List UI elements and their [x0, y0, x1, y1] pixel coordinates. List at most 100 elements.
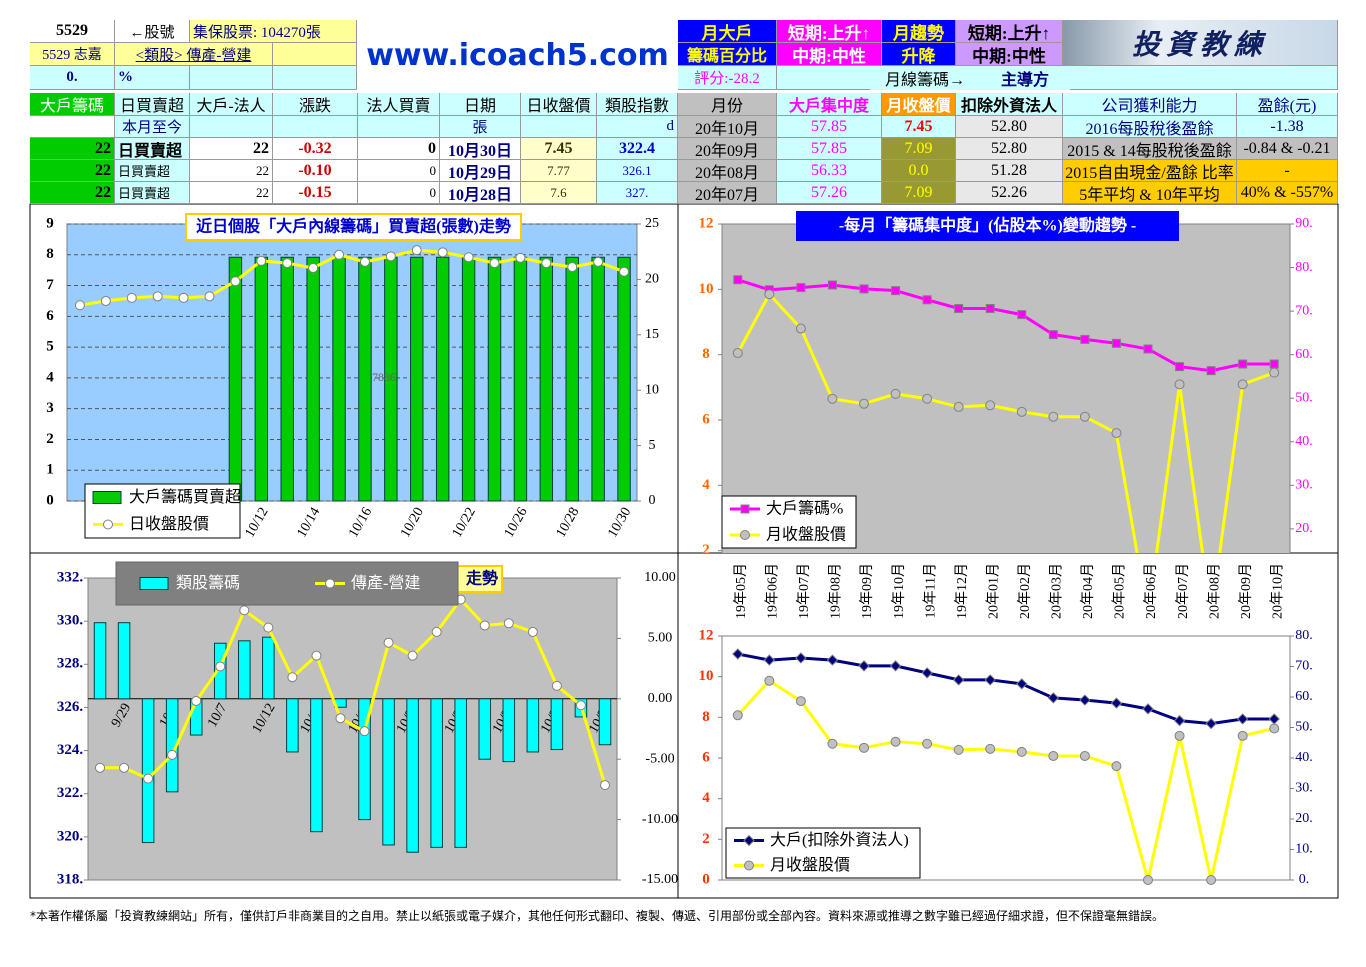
marker	[1017, 310, 1027, 320]
blank	[273, 116, 358, 138]
x-tick-label: 19年10月	[891, 563, 907, 619]
line	[79, 248, 625, 307]
y-tick-label: 4	[46, 369, 54, 385]
blank	[190, 116, 273, 138]
y-tick-label: 2	[46, 431, 54, 447]
bar	[117, 622, 131, 700]
marker	[859, 742, 869, 753]
marker	[921, 667, 933, 679]
monthly-cell: 57.26	[777, 182, 882, 204]
y2-tick-label: 40.	[1295, 434, 1313, 449]
monthly-cell: 0.0	[882, 160, 956, 182]
legend-box	[725, 827, 921, 879]
marker	[407, 650, 418, 661]
marker	[1079, 694, 1091, 706]
marker	[1080, 334, 1090, 344]
y-tick-label: 332.	[57, 569, 84, 585]
marker	[411, 245, 422, 256]
holder-title: 月大戶	[678, 20, 777, 43]
column-header: 大戶-法人	[190, 93, 273, 116]
y-tick-label: 8	[702, 346, 710, 362]
y-tick-label: 10	[699, 668, 714, 684]
chart-title: 近日個股「大戶內線籌碼」買賣超(張數)走勢	[196, 217, 511, 236]
y-tick-label: 5	[46, 339, 54, 355]
marker	[795, 323, 806, 334]
x-tick-label: 20年09月	[1238, 563, 1254, 619]
monthly-cell: -	[1237, 160, 1338, 182]
marker	[152, 291, 163, 302]
marker	[126, 292, 137, 303]
bar	[280, 256, 294, 502]
marker	[119, 762, 130, 773]
marker	[599, 780, 610, 791]
x-tick-label: 20年04月	[1080, 563, 1096, 619]
bar	[410, 256, 424, 502]
marker	[795, 696, 806, 707]
monthly-cell: 20年08月	[678, 160, 777, 182]
y2-tick-label: 25	[645, 216, 659, 231]
marker	[143, 773, 154, 784]
marker	[922, 738, 933, 749]
marker	[1016, 678, 1028, 690]
legend-label: 月收盤股價	[766, 526, 846, 544]
marker	[1111, 428, 1122, 439]
code-label: ←股號	[115, 20, 190, 43]
marker	[952, 674, 965, 686]
y2-tick-label: -15.00	[642, 872, 678, 887]
y2-tick-label: 80.	[1295, 260, 1313, 275]
daily-cell: 10月28日	[440, 182, 521, 204]
blank	[190, 66, 273, 90]
column-header: 大戶集中度	[777, 93, 882, 116]
bar	[93, 622, 107, 700]
y-tick-label: 330.	[57, 613, 84, 629]
marker	[1142, 703, 1154, 715]
marker	[1079, 411, 1090, 422]
daily-cell: 0	[358, 138, 440, 160]
y2-tick-label: 30.	[1295, 781, 1313, 796]
bar	[526, 698, 540, 753]
x-tick-label: 20年02月	[1017, 563, 1033, 619]
bar	[358, 256, 372, 502]
monthly-cell: 20年09月	[678, 138, 777, 160]
column-header: 日收盤價	[521, 93, 597, 116]
marker	[1016, 406, 1027, 417]
column-header: 盈餘(元)	[1237, 93, 1338, 116]
bar	[617, 256, 631, 502]
y2-tick-label: 70.	[1295, 659, 1313, 674]
monthly-cell: 5年平均 & 10年平均	[1063, 182, 1237, 204]
line	[736, 678, 1275, 881]
marker	[764, 675, 775, 686]
marker	[1238, 359, 1248, 369]
daily-cell: 322.4	[597, 138, 678, 160]
column-header: 大戶籌碼	[30, 93, 115, 116]
y2-tick-label: 50.	[1295, 720, 1313, 735]
y2-tick-label: -10.00	[642, 812, 678, 827]
marker	[437, 247, 448, 258]
marker	[1048, 411, 1059, 422]
legend-label: 大戶籌碼%	[766, 500, 843, 518]
daily-cell: -0.32	[273, 138, 358, 160]
marker	[1143, 875, 1153, 885]
trend-title: 升降	[882, 43, 956, 66]
marker	[1173, 714, 1186, 727]
bar	[238, 640, 251, 700]
x-tick-label: 20年06月	[1143, 563, 1159, 619]
legend-marker	[740, 530, 750, 540]
x-tick-label: 19年11月	[922, 563, 938, 618]
legend-label: 月收盤股價	[770, 856, 850, 874]
daily-cell: 7.6	[521, 182, 597, 204]
y-tick-label: 0	[46, 492, 54, 508]
daily-cell: 10月30日	[440, 138, 521, 160]
y-tick-label: 6	[46, 308, 54, 324]
bar	[254, 256, 269, 502]
marker	[191, 695, 202, 706]
bar	[591, 256, 605, 502]
bar	[262, 636, 275, 700]
monthly-cell: 20年10月	[678, 116, 777, 138]
y2-tick-label: 20	[645, 272, 659, 287]
marker	[1205, 717, 1217, 730]
monthly-cell: 2015自由現金/盈餘 比率	[1063, 160, 1237, 182]
holder-trend: 短期:上升↑	[777, 20, 882, 43]
y2-tick-label: 70.	[1295, 303, 1313, 318]
marker	[954, 303, 964, 313]
